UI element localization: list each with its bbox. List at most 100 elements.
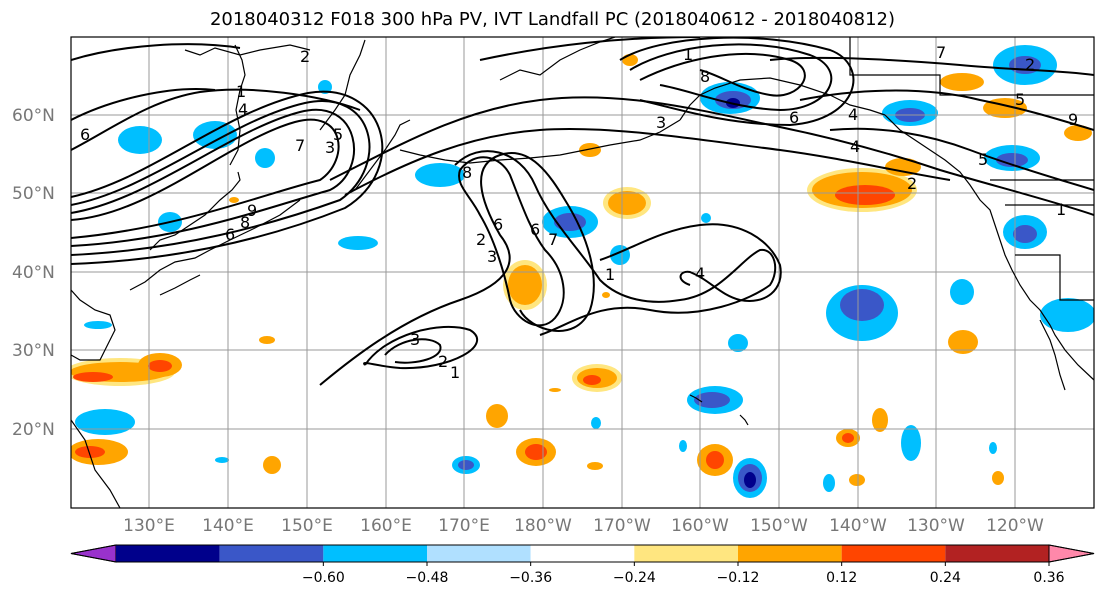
lon-label: 170°E: [438, 516, 490, 536]
colorbar-outline: [70, 544, 1095, 563]
negative-anomaly: [193, 121, 237, 149]
negative-anomaly: [901, 425, 921, 461]
lon-label: 160°E: [360, 516, 412, 536]
colorbar-segment: [323, 545, 427, 562]
positive-anomaly: [486, 404, 508, 428]
colorbar-segment: [738, 545, 842, 562]
contour-label: 4: [850, 137, 860, 156]
negative-anomaly: [1040, 298, 1094, 332]
contour-label: 2: [438, 352, 448, 371]
longitude-labels: 130°E 140°E 150°E 160°E 170°E 180°W 170°…: [123, 516, 1044, 536]
contour-label: 6: [80, 125, 90, 144]
positive-anomaly: [948, 330, 978, 354]
colorbar-tick-label: −0.60: [302, 570, 345, 586]
colorbar-tick-label: 0.24: [930, 570, 961, 586]
positive-anomaly: [872, 408, 888, 432]
negative-anomaly: [728, 334, 748, 352]
positive-anomaly: [579, 143, 601, 157]
contour-label: 3: [325, 138, 335, 157]
graticule: [71, 37, 1094, 508]
contour-label: 4: [848, 105, 858, 124]
positive-anomaly: [885, 158, 921, 176]
contour-label: 4: [238, 100, 248, 119]
positive-anomaly: [75, 446, 105, 458]
negative-anomaly: [338, 236, 378, 250]
contour-label: 3: [656, 113, 666, 132]
lon-label: 170°W: [593, 516, 651, 536]
positive-anomaly: [842, 433, 854, 443]
positive-anomaly: [992, 471, 1004, 485]
positive-anomaly: [73, 372, 113, 382]
colorbar-tick-label: −0.24: [613, 570, 656, 586]
contour-label: 5: [333, 125, 343, 144]
contour-label: 7: [295, 136, 305, 155]
positive-anomaly: [602, 292, 610, 298]
contour-label: 5: [1015, 90, 1025, 109]
positive-anomaly: [259, 336, 275, 344]
positive-anomaly: [1064, 125, 1092, 141]
positive-anomaly: [706, 451, 724, 469]
positive-anomaly: [849, 474, 865, 486]
lat-label: 50°N: [12, 184, 55, 204]
contour-label: 1: [1056, 200, 1066, 219]
negative-anomaly: [215, 457, 229, 463]
lon-label: 140°W: [829, 516, 887, 536]
positive-anomaly: [587, 462, 603, 470]
contour-label: 2: [907, 174, 917, 193]
negative-anomaly: [694, 392, 730, 408]
map-border: [70, 36, 1095, 509]
negative-anomaly: [554, 213, 586, 231]
positive-anomaly: [525, 444, 547, 460]
negative-anomaly: [318, 80, 332, 94]
pv-contours: [71, 37, 1094, 386]
negative-anomaly: [989, 442, 997, 454]
contour-label: 1: [683, 45, 693, 64]
positive-anomaly: [263, 456, 281, 474]
lon-label: 180°W: [514, 516, 572, 536]
colorbar-extend-low: [70, 544, 117, 563]
contour-label: 8: [462, 163, 472, 182]
colorbar-segment: [116, 545, 220, 562]
contour-label: 1: [236, 82, 246, 101]
negative-anomaly: [75, 409, 135, 435]
contour-label: 1: [450, 363, 460, 382]
contour-label: 4: [695, 264, 705, 283]
negative-anomaly: [840, 289, 884, 321]
contour-label: 9: [1068, 110, 1078, 129]
contour-label: 2: [476, 230, 486, 249]
contour-label: 7: [936, 43, 946, 62]
colorbar-segment: [841, 545, 946, 562]
lon-label: 160°W: [671, 516, 729, 536]
latitude-labels: 60°N 50°N 40°N 30°N 20°N: [12, 106, 55, 440]
colorbar-segment: [427, 545, 531, 562]
contour-label: 5: [978, 150, 988, 169]
negative-anomaly: [679, 440, 687, 452]
negative-anomaly: [118, 126, 162, 154]
contour-label: 6: [789, 108, 799, 127]
colorbar-tick-label: 0.36: [1033, 570, 1064, 586]
contour-label: 9: [247, 201, 257, 220]
lon-label: 150°E: [281, 516, 333, 536]
positive-anomaly: [835, 185, 895, 205]
positive-anomaly: [148, 360, 172, 372]
negative-anomaly: [950, 279, 974, 305]
map-title: 2018040312 F018 300 hPa PV, IVT Landfall…: [209, 9, 896, 30]
positive-anomaly: [583, 375, 601, 385]
negative-anomaly: [996, 153, 1028, 167]
colorbar-extend-high: [1048, 544, 1095, 563]
contour-label: 8: [240, 213, 250, 232]
negative-anomaly: [415, 163, 465, 187]
positive-anomaly: [940, 73, 984, 91]
colorbar-tick-label: −0.12: [717, 570, 760, 586]
contour-label: 6: [530, 220, 540, 239]
colorbar-tick-label: −0.48: [406, 570, 449, 586]
colorbar: [70, 544, 1095, 563]
contour-label: 8: [700, 67, 710, 86]
colorbar-segment: [945, 545, 1049, 562]
lat-label: 30°N: [12, 341, 55, 361]
lon-label: 130°W: [907, 516, 965, 536]
negative-anomaly: [744, 472, 756, 488]
positive-anomaly: [549, 388, 561, 392]
colorbar-ticks: −0.60−0.48−0.36−0.24−0.120.120.240.360.4…: [302, 562, 1065, 586]
